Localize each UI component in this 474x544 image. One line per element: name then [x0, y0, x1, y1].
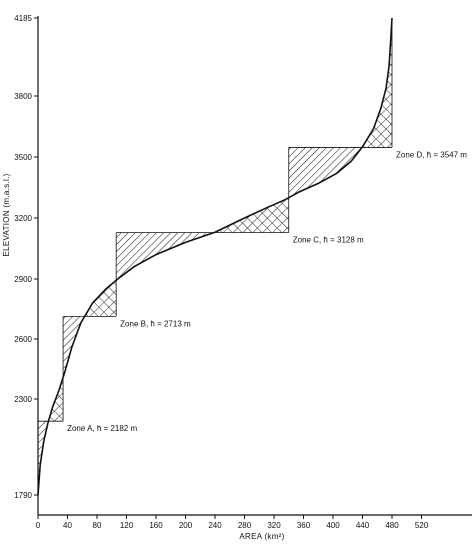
- x-tick-label: 520: [415, 521, 429, 530]
- y-axis-ticks: 1790 2300 2600 2900 3200 3500 3800 4185: [14, 14, 38, 500]
- y-tick-label: 3200: [14, 214, 32, 223]
- zone-crosshatch-area: [63, 280, 117, 317]
- x-tick-label: 480: [385, 521, 399, 530]
- zone-hatch-area: [288, 147, 392, 198]
- zone-crosshatch-area: [116, 197, 289, 233]
- zone-crosshatch-area: [288, 18, 392, 148]
- zone-label: Zone C, h̄ = 3128 m: [293, 236, 364, 245]
- x-tick-label: 320: [267, 521, 281, 530]
- y-axis-title: ELEVATION (m.a.s.l.): [2, 173, 11, 256]
- x-tick-label: 360: [297, 521, 311, 530]
- x-axis-title: AREA (km²): [239, 532, 284, 541]
- y-tick-label: 2600: [14, 335, 32, 344]
- x-tick-label: 200: [179, 521, 193, 530]
- zone-label: Zone A, h̄ = 2182 m: [67, 424, 137, 433]
- y-tick-label: 2900: [14, 275, 32, 284]
- zone-label: Zone D, h̄ = 3547 m: [396, 150, 467, 159]
- x-tick-label: 240: [208, 521, 222, 530]
- zone-hatch-area: [116, 232, 289, 281]
- y-tick-label: 4185: [14, 14, 32, 23]
- zone-labels: Zone A, h̄ = 2182 m Zone B, h̄ = 2713 m Zo…: [67, 150, 467, 433]
- x-tick-label: 400: [326, 521, 340, 530]
- zone-hatch-area: [38, 421, 64, 495]
- x-tick-label: 440: [356, 521, 370, 530]
- y-tick-label: 1790: [14, 491, 32, 500]
- y-tick-label: 2300: [14, 395, 32, 404]
- x-tick-label: 120: [120, 521, 134, 530]
- zone-crosshatch-area: [38, 377, 64, 422]
- y-tick-label: 3800: [14, 92, 32, 101]
- curve-layer: [37, 17, 393, 496]
- x-tick-label: 80: [93, 521, 102, 530]
- x-tick-label: 160: [149, 521, 163, 530]
- zone-hatch-area: [63, 316, 117, 378]
- zone-shading-layer: [37, 18, 393, 495]
- hypsometric-curve: [37, 17, 393, 496]
- zone-label: Zone B, h̄ = 2713 m: [120, 319, 191, 328]
- x-tick-label: 40: [63, 521, 72, 530]
- x-axis-ticks: 0 40 80 120 160 200 240 280 320 360 400 440 480 520: [36, 515, 429, 530]
- x-tick-label: 280: [238, 521, 252, 530]
- y-tick-label: 3500: [14, 153, 32, 162]
- x-tick-label: 0: [36, 521, 41, 530]
